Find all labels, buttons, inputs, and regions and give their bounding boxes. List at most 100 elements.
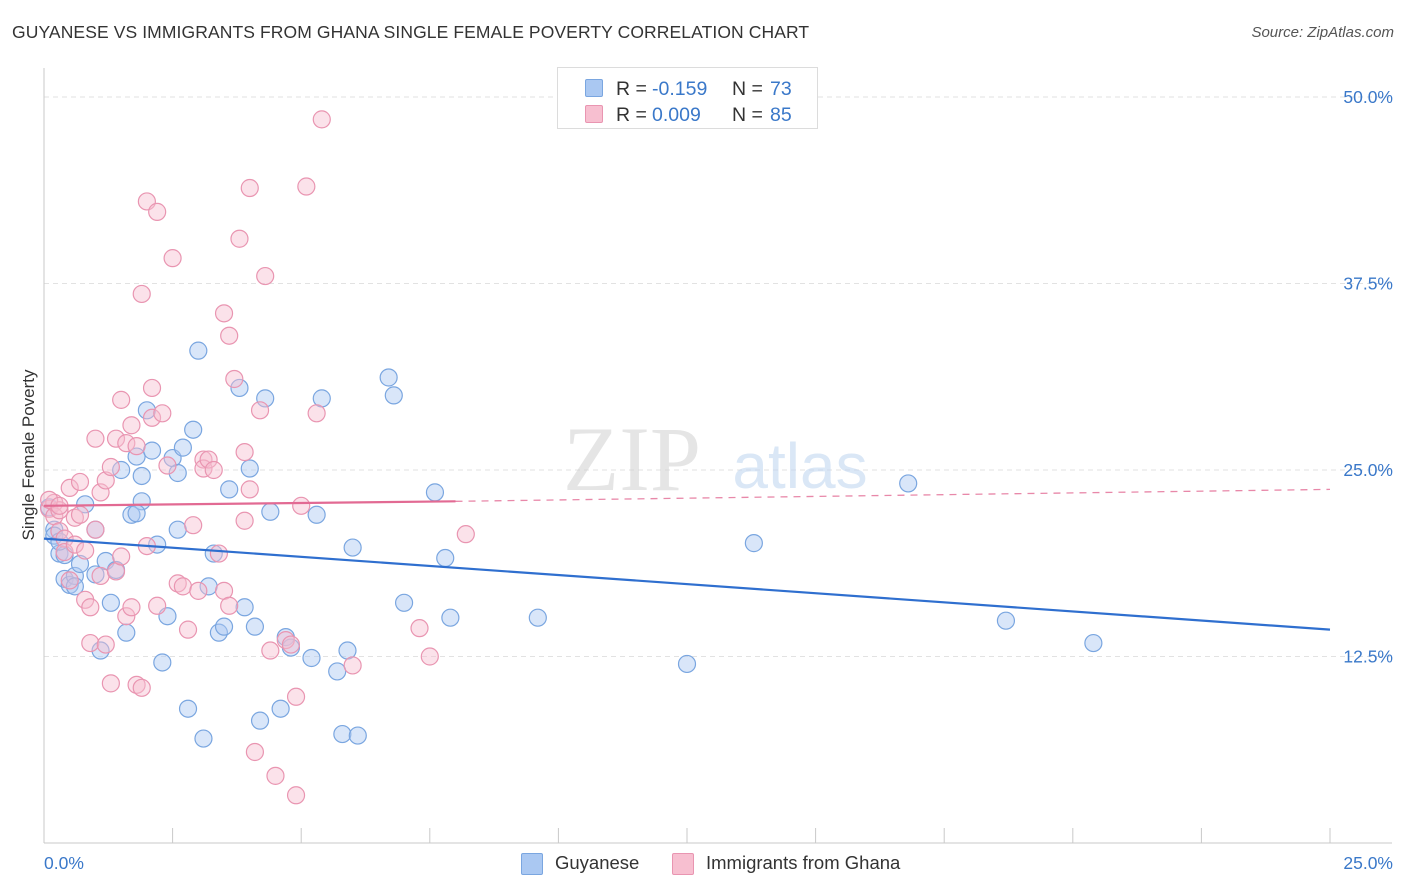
ghana-point: [297, 177, 316, 196]
guyanese-point: [112, 460, 131, 480]
ghana-trend-line: [43, 500, 456, 507]
y-tick-label: 37.5%: [1343, 274, 1393, 294]
guyanese-point: [261, 502, 280, 521]
ghana-point: [70, 505, 90, 524]
ghana-point: [240, 178, 259, 198]
guyanese-point: [101, 593, 120, 612]
guyanese-point: [1084, 633, 1103, 653]
stats-r-label: R =: [616, 78, 647, 100]
guyanese-trend-line: [43, 537, 1331, 631]
stats-n-label: N =: [732, 104, 763, 126]
ghana-point: [312, 110, 331, 129]
trend-layer: [43, 488, 1331, 631]
ghana-point: [266, 766, 285, 785]
guyanese-point: [173, 438, 192, 457]
ghana-point: [163, 249, 182, 268]
ghana-point: [122, 416, 141, 435]
ghana-point: [65, 508, 84, 527]
guyanese-point: [348, 726, 367, 745]
guyanese-point: [271, 699, 290, 718]
ghana-point: [220, 596, 239, 615]
stats-swatch-ghana: [585, 105, 603, 123]
ghana-point: [168, 574, 187, 593]
stats-r-label: R =: [616, 104, 647, 126]
stats-n-value: 85: [770, 104, 792, 126]
guyanese-point: [117, 623, 136, 642]
x-tick-label: 0.0%: [44, 853, 84, 873]
ghana-point: [256, 266, 275, 286]
guyanese-point: [250, 711, 270, 730]
ghana-point: [76, 541, 95, 560]
ghana-point: [81, 598, 100, 617]
guyanese-point: [230, 378, 249, 398]
legend-label-ghana: Immigrants from Ghana: [706, 852, 901, 873]
ghana-point: [96, 471, 115, 490]
ghana-point: [209, 544, 228, 563]
ghana-point: [81, 633, 100, 653]
ghana-point: [410, 619, 429, 638]
guyanese-point: [343, 538, 362, 557]
ghana-point: [307, 404, 326, 423]
ghana-point: [286, 786, 306, 805]
ghana-point: [91, 483, 110, 502]
ghana-point: [178, 620, 198, 639]
guyanese-point: [328, 662, 347, 681]
ghana-point: [235, 442, 254, 462]
ghana-point: [456, 525, 475, 544]
guyanese-point: [899, 474, 918, 493]
ghana-point: [420, 647, 439, 666]
ghana-point: [40, 490, 59, 509]
ghana-point: [189, 581, 208, 600]
ghana-point: [240, 480, 259, 499]
guyanese-point: [70, 554, 90, 574]
guyanese-point: [50, 532, 69, 551]
chart-title: GUYANESE VS IMMIGRANTS FROM GHANA SINGLE…: [12, 22, 810, 42]
ghana-point: [245, 742, 265, 762]
ghana-point: [132, 284, 151, 304]
ghana-trend-line-dashed: [455, 488, 1331, 502]
ghana-point: [70, 472, 90, 492]
ghana-point: [343, 656, 362, 675]
guyanese-point: [436, 548, 455, 568]
guyanese-point: [235, 598, 254, 617]
ghana-point: [148, 596, 167, 615]
ghana-point: [106, 429, 126, 448]
stats-row-guyanese: R = -0.159 N = 73: [558, 78, 819, 104]
guyanese-point: [441, 608, 460, 627]
ghana-point: [153, 404, 172, 423]
guyanese-point: [127, 447, 146, 466]
ghana-point: [60, 571, 79, 590]
ghana-point: [86, 429, 105, 448]
ghana-point: [158, 456, 177, 475]
guyanese-point: [379, 368, 398, 387]
ghana-point: [117, 434, 136, 453]
stats-n-value: 73: [770, 78, 792, 100]
ghana-point: [281, 635, 301, 654]
guyanese-point: [307, 505, 326, 524]
ghana-point: [96, 635, 115, 654]
legend-label-guyanese: Guyanese: [555, 852, 640, 873]
stats-swatch-guyanese: [585, 79, 603, 97]
x-tick-label: 25.0%: [1343, 853, 1393, 873]
legend-swatch-ghana: [672, 853, 694, 875]
ghana-point: [292, 496, 311, 515]
ghana-point: [101, 674, 120, 693]
stats-r-value: 0.009: [652, 104, 701, 126]
guyanese-point: [65, 577, 84, 596]
ghana-point: [235, 511, 254, 530]
guyanese-point: [194, 729, 213, 748]
watermark-zip: ZIP: [563, 408, 701, 510]
guyanese-point: [178, 699, 198, 718]
ghana-point: [112, 390, 131, 409]
stats-n-label: N =: [732, 78, 763, 100]
watermark: ZIP atlas: [563, 408, 868, 510]
ghana-point: [127, 675, 146, 694]
y-tick-label: 12.5%: [1343, 647, 1393, 667]
stats-r-value: -0.159: [652, 78, 708, 100]
ghana-point: [55, 542, 74, 562]
guyanese-point: [132, 466, 151, 486]
guyanese-point: [333, 724, 352, 744]
ghana-point: [91, 566, 110, 586]
ghana-point: [127, 437, 146, 456]
ghana-point: [184, 516, 203, 535]
